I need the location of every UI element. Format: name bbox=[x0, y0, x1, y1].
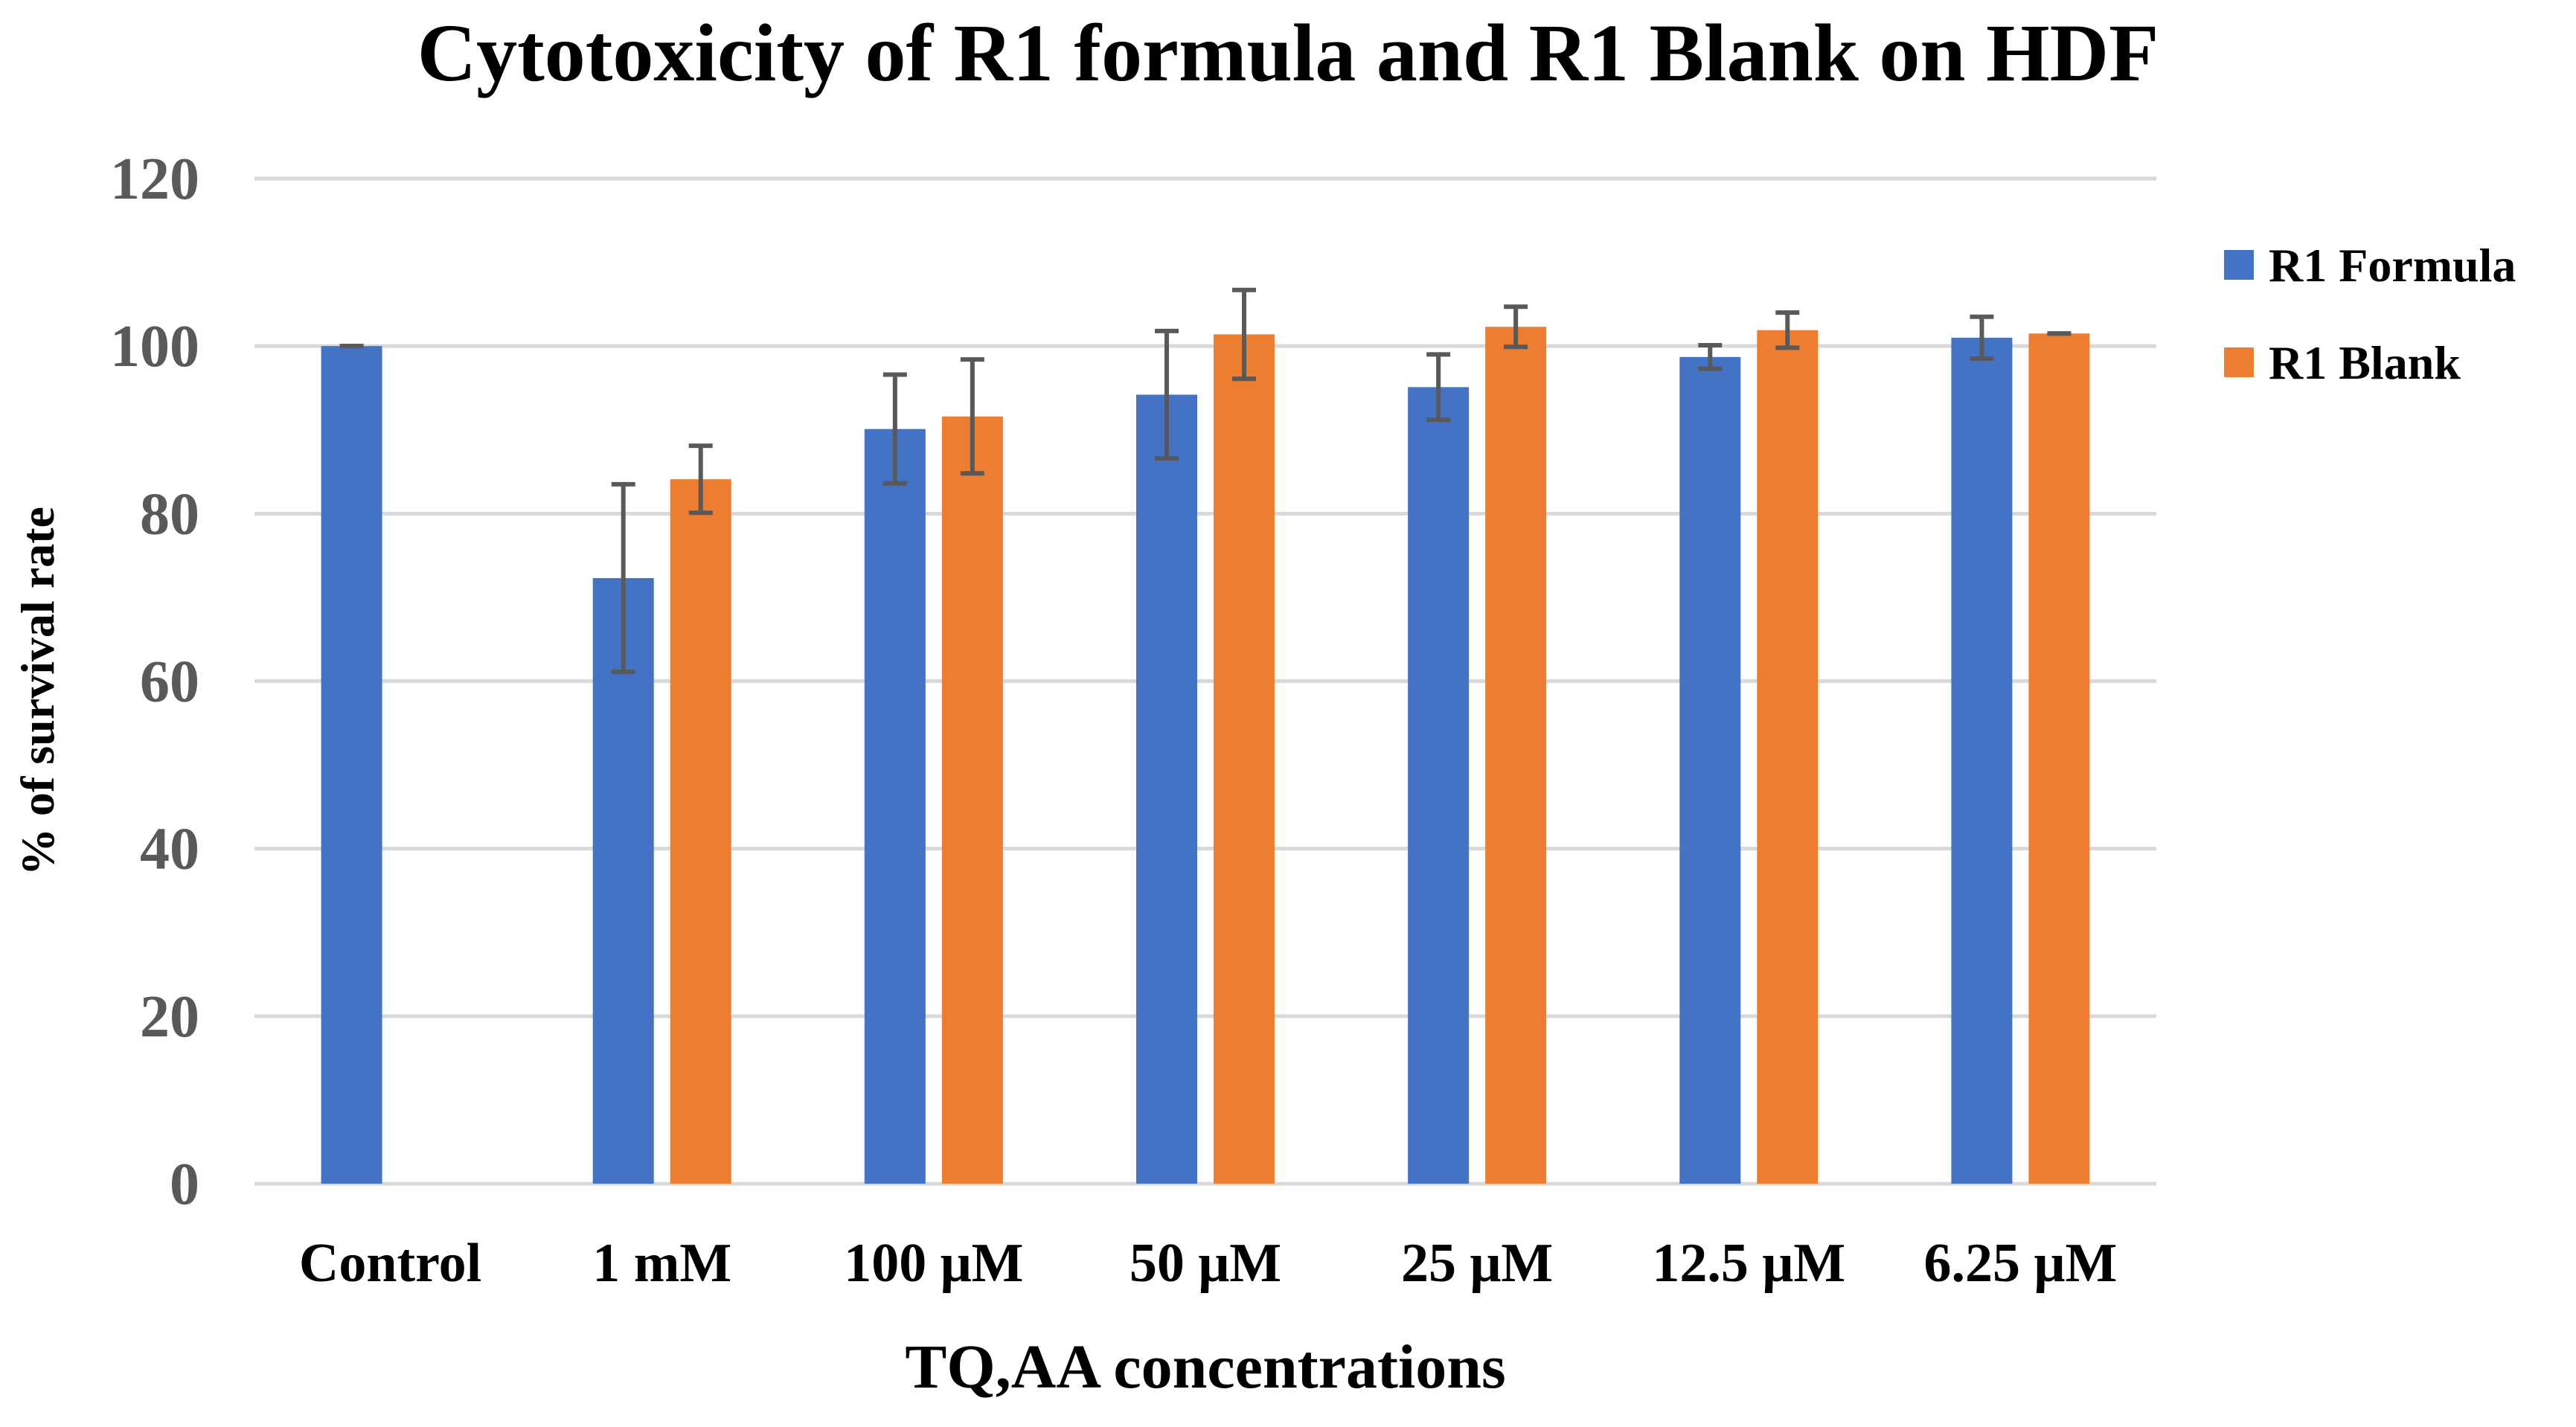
bar-r1-blank bbox=[1214, 334, 1275, 1184]
y-tick-label: 100 bbox=[110, 314, 199, 379]
legend-label: R1 Blank bbox=[2269, 336, 2461, 389]
bar-r1-formula bbox=[1951, 337, 2013, 1184]
x-axis-categories: Control 1 mM 100 μM 50 μM 25 μM 12.5 μM 6.25 μ… bbox=[299, 1233, 2117, 1294]
y-tick-label: 80 bbox=[140, 481, 199, 547]
x-category-label: 25 μM bbox=[1401, 1233, 1553, 1294]
error-bars bbox=[339, 287, 2072, 675]
chart-title: Cytotoxicity of R1 formula and R1 Blank … bbox=[417, 7, 2159, 98]
bar-r1-blank bbox=[670, 479, 731, 1184]
y-tick-label: 40 bbox=[140, 817, 199, 882]
bar-r1-formula bbox=[1408, 387, 1470, 1184]
legend-swatch bbox=[2224, 347, 2254, 377]
bar-r1-formula bbox=[864, 429, 926, 1184]
y-axis-ticks: 0 20 40 60 80 100 120 bbox=[110, 147, 199, 1217]
x-category-label: 1 mM bbox=[592, 1233, 731, 1294]
x-category-label: Control bbox=[299, 1233, 481, 1294]
bar-r1-formula bbox=[321, 346, 382, 1184]
y-tick-label: 20 bbox=[140, 984, 199, 1050]
x-axis-title: TQ,AA concentrations bbox=[905, 1333, 1505, 1402]
bar-r1-blank bbox=[941, 416, 1003, 1184]
bar-r1-formula bbox=[1679, 356, 1741, 1184]
bar-r1-blank bbox=[1757, 330, 1819, 1184]
bar-r1-blank bbox=[1485, 327, 1547, 1184]
y-tick-label: 60 bbox=[140, 650, 199, 715]
bars bbox=[321, 327, 2090, 1184]
y-axis-title: % of survival rate bbox=[11, 507, 64, 876]
legend: R1 Formula R1 Blank bbox=[2224, 239, 2516, 389]
bar-r1-blank bbox=[2028, 333, 2090, 1184]
x-category-label: 6.25 μM bbox=[1924, 1233, 2118, 1294]
y-tick-label: 120 bbox=[110, 147, 199, 212]
x-category-label: 12.5 μM bbox=[1652, 1233, 1845, 1294]
legend-swatch bbox=[2224, 250, 2254, 280]
bar-r1-formula bbox=[592, 578, 654, 1184]
x-category-label: 100 μM bbox=[844, 1233, 1023, 1294]
gridlines bbox=[254, 176, 2156, 1186]
bar-r1-formula bbox=[1136, 394, 1197, 1184]
y-tick-label: 0 bbox=[170, 1152, 199, 1217]
x-category-label: 50 μM bbox=[1130, 1233, 1281, 1294]
legend-label: R1 Formula bbox=[2269, 239, 2516, 292]
